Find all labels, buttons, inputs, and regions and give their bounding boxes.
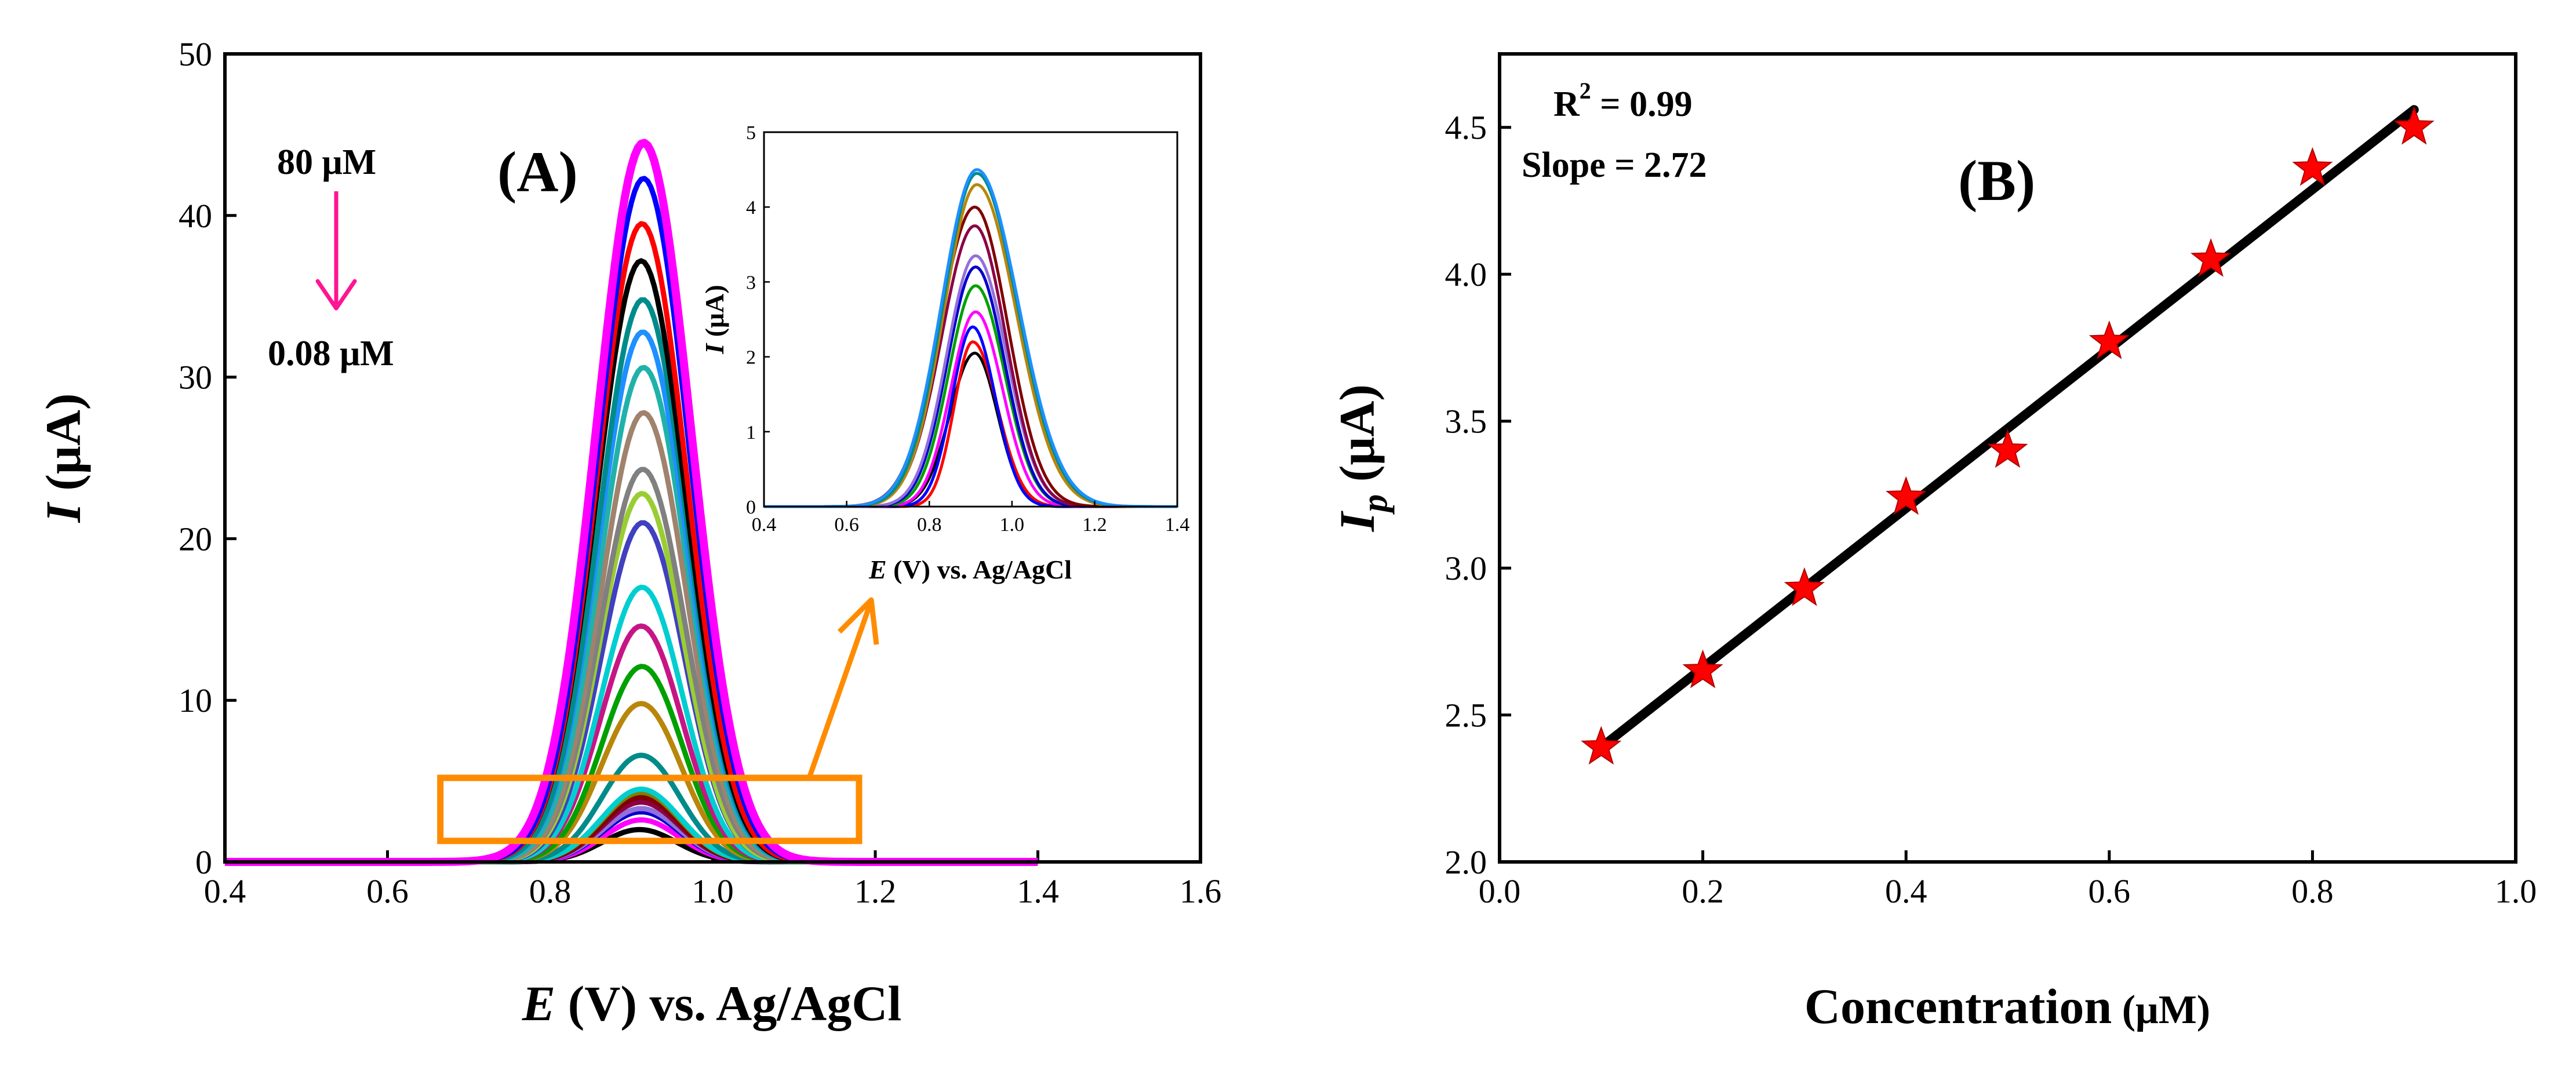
panel-a-x-tick-label: 1.2: [854, 872, 897, 910]
panel-b-label: (B): [1958, 148, 2035, 213]
panel-b-x-tick-label: 0.6: [2089, 872, 2131, 910]
panel-b-data-point: [1682, 649, 1723, 689]
panel-b-data-point: [1581, 726, 1622, 765]
panel-b-data-point: [1886, 476, 1927, 515]
panel-a-label: (A): [497, 140, 578, 204]
inset-y-tick-label: 1: [746, 422, 756, 443]
inset-y-axis-title: I (μA): [700, 285, 729, 354]
panel-b-data-point: [2089, 320, 2130, 359]
zoom-arrow: [806, 597, 879, 781]
inset-y-tick-label: 3: [746, 272, 756, 293]
panel-b-x-axis-title: Concentration (μM): [1804, 978, 2210, 1034]
panel-b-y-tick-label: 4.5: [1445, 109, 1487, 147]
panel-a-x-tick-label: 0.4: [204, 872, 246, 910]
inset-plot-frame: [763, 131, 1178, 508]
panel-a-y-tick-label: 30: [179, 359, 212, 396]
inset-y-tick-label: 4: [746, 197, 756, 219]
inset-x-tick-label: 1.2: [1082, 514, 1107, 536]
panel-a-y-tick-label: 0: [195, 843, 212, 881]
panel-a-x-tick-label: 0.6: [366, 872, 409, 910]
inset-y-tick-label: 5: [746, 122, 756, 144]
inset-y-tick-label: 0: [746, 497, 756, 518]
panel-b-data-point: [2393, 105, 2435, 145]
panel-b-fit-line: [1596, 105, 2419, 752]
panel-b-x-tick-label: 1.0: [2495, 872, 2537, 910]
panel-b-y-tick-label: 2.5: [1445, 697, 1487, 734]
r-squared-annotation: R2 = 0.99: [1553, 78, 1693, 124]
panel-a-series-line: [225, 623, 1038, 865]
panel-b-x-tick-label: 0.8: [2291, 872, 2334, 910]
inset-plot: 0.4 0.6 0.8 1.0 1.2 1.4 0 1 2 3 4 5 E (V) vs. Ag/A…: [700, 122, 1189, 584]
inset-x-tick-label: 0.4: [752, 514, 777, 536]
annotation-low-concentration: 0.08 μM: [268, 334, 394, 373]
panel-a-x-tick-label: 1.0: [692, 872, 734, 910]
panel-b: 0.0 0.2 0.4 0.6 0.8 1.0 2.0 2.5 3.0 3.5 4.0 4.5 (B…: [1329, 52, 2537, 1034]
panel-b-x-tick-label: 0.0: [1479, 872, 1521, 910]
inset-x-tick-label: 0.6: [834, 514, 859, 536]
panel-a-y-axis-title: I (μA): [35, 393, 91, 523]
inset-x-tick-label: 0.8: [917, 514, 942, 536]
panel-b-y-tick-label: 2.0: [1445, 843, 1487, 881]
panel-b-x-tick-label: 0.4: [1885, 872, 1927, 910]
slope-annotation: Slope = 2.72: [1522, 145, 1707, 185]
inset-y-tick-label: 2: [746, 347, 756, 369]
inset-x-tick-label: 1.4: [1165, 514, 1190, 536]
panel-a-plot-frame: [223, 52, 1202, 864]
panel-a-y-tick-label: 20: [179, 520, 212, 558]
panel-b-plot-frame: [1498, 52, 2517, 864]
zoom-region-box: [437, 774, 863, 845]
panel-b-data-points: [1581, 105, 2435, 765]
panel-b-y-tick-label: 3.0: [1445, 549, 1487, 587]
panel-b-data-point: [1987, 429, 2028, 468]
inset-x-axis-title: E (V) vs. Ag/AgCl: [868, 555, 1072, 584]
inset-x-tick-label: 1.0: [1000, 514, 1025, 536]
panel-a-y-tick-label: 50: [179, 35, 212, 73]
concentration-arrow: [315, 191, 357, 311]
panel-b-data-point: [2191, 238, 2232, 277]
panel-a-y-tick-label: 40: [179, 197, 212, 235]
panel-a-x-tick-label: 1.6: [1180, 872, 1222, 910]
panel-b-y-axis-title: Ip (μA): [1329, 384, 1395, 532]
panel-a-x-axis-title: E (V) vs. Ag/AgCl: [522, 976, 902, 1031]
panel-a-series-line: [225, 806, 1038, 865]
panel-a-y-tick-label: 10: [179, 682, 212, 719]
panel-b-y-tick-label: 3.5: [1445, 403, 1487, 441]
panel-a-series-line: [225, 827, 1038, 865]
panel-b-data-point: [2292, 147, 2333, 186]
panel-a-x-tick-label: 0.8: [529, 872, 572, 910]
panel-b-data-point: [1784, 567, 1825, 606]
panel-b-y-tick-label: 4.0: [1445, 256, 1487, 293]
annotation-high-concentration: 80 μM: [277, 143, 376, 182]
panel-b-x-tick-label: 0.2: [1682, 872, 1724, 910]
panel-a-x-tick-label: 1.4: [1017, 872, 1059, 910]
